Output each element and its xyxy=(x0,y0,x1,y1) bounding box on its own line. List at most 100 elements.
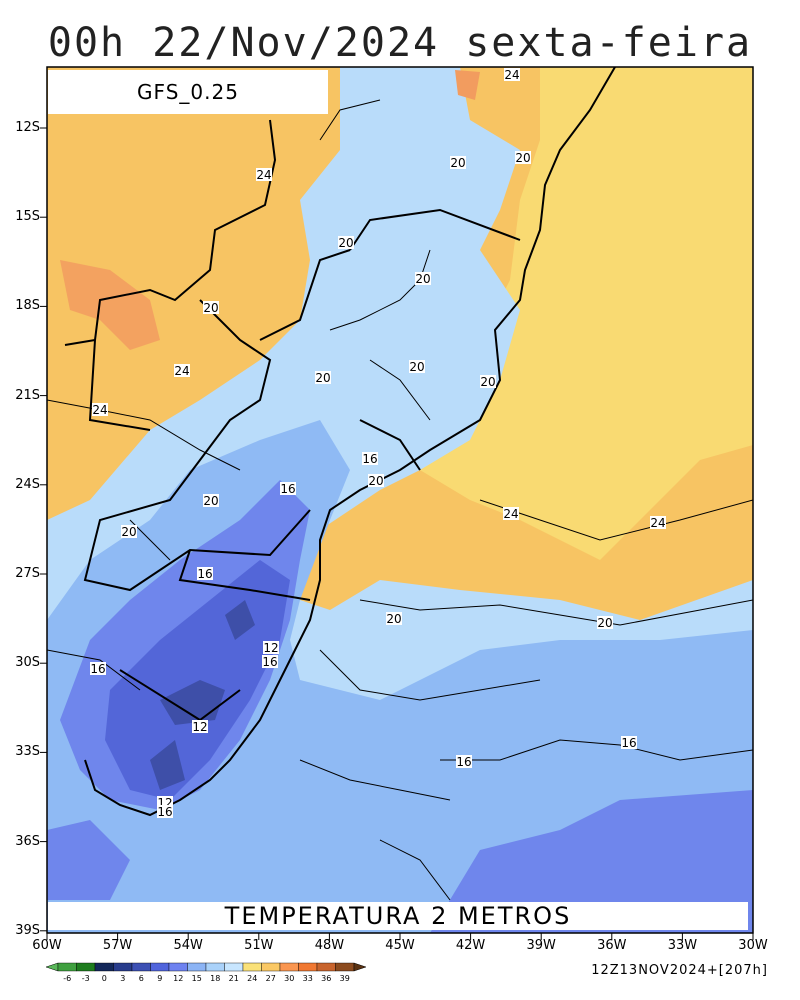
lon-label: 36W xyxy=(597,938,627,953)
hot-area-27-30 xyxy=(60,260,160,350)
contour-label: 24 xyxy=(650,516,666,530)
svg-text:24: 24 xyxy=(650,516,665,530)
contour-label: 24 xyxy=(174,364,190,378)
svg-text:20: 20 xyxy=(203,301,218,315)
colorbar-tick-label: 36 xyxy=(321,974,331,983)
svg-text:12: 12 xyxy=(263,641,278,655)
colorbar-tick-label: 15 xyxy=(192,974,202,983)
colorbar-tick-label: 39 xyxy=(340,974,350,983)
colorbar-segment xyxy=(131,962,151,972)
contour-label: 20 xyxy=(415,272,431,286)
contour-label: 16 xyxy=(456,755,472,769)
colorbar-tick-label: 18 xyxy=(210,974,220,983)
colorbar-segment xyxy=(57,962,77,972)
svg-text:20: 20 xyxy=(409,360,424,374)
contour-label: 24 xyxy=(504,68,520,82)
lat-label: 30S xyxy=(15,655,40,671)
svg-text:20: 20 xyxy=(121,525,136,539)
svg-text:24: 24 xyxy=(503,507,518,521)
hot-area-north xyxy=(455,70,480,100)
contour-label: 16 xyxy=(157,805,173,819)
colorbar-segment xyxy=(316,962,336,972)
contour-labels: 24 20 20 24 20 20 20 24 24 20 20 20 16 16 20 20 20 24 24 16… xyxy=(90,68,666,819)
colorbar-tick-label: 30 xyxy=(284,974,294,983)
colorbar-tick-label: 0 xyxy=(102,974,107,983)
contour-label: 24 xyxy=(92,403,108,417)
colorbar-segment xyxy=(113,962,133,972)
colorbar-segment xyxy=(168,962,188,972)
model-label: GFS_0.25 xyxy=(48,70,328,114)
svg-text:16: 16 xyxy=(157,805,172,819)
coastline xyxy=(84,67,616,817)
colorbar-segment xyxy=(224,962,244,972)
svg-text:16: 16 xyxy=(456,755,471,769)
contour-label: 20 xyxy=(121,525,137,539)
lat-label: 18S xyxy=(15,298,40,314)
colorbar-arrow-left xyxy=(45,962,59,972)
colorbar-tick-label: 6 xyxy=(139,974,144,983)
cold-pocket-3 xyxy=(225,600,255,640)
lat-label: 12S xyxy=(15,120,40,135)
colorbar-segment xyxy=(187,962,207,972)
svg-text:20: 20 xyxy=(315,371,330,385)
contour-label: 20 xyxy=(515,151,531,165)
colorbar-tick-label: -6 xyxy=(63,974,71,983)
svg-text:24: 24 xyxy=(174,364,189,378)
contour-label: 16 xyxy=(90,662,106,676)
colorbar-tick-label: -3 xyxy=(82,974,90,983)
lat-label: 21S xyxy=(15,387,40,403)
svg-text:16: 16 xyxy=(362,452,377,466)
svg-text:20: 20 xyxy=(203,494,218,508)
svg-text:20: 20 xyxy=(450,156,465,170)
lon-label: 39W xyxy=(526,938,556,953)
svg-text:20: 20 xyxy=(480,375,495,389)
contour-label: 16 xyxy=(262,655,278,669)
lon-label: 54W xyxy=(173,938,203,953)
run-info: 12Z13NOV2024+[207h] xyxy=(591,963,768,978)
colorbar-segment xyxy=(261,962,281,972)
contour-label: 20 xyxy=(203,301,219,315)
svg-text:16: 16 xyxy=(197,567,212,581)
lat-label: 33S xyxy=(15,744,40,760)
contour-label: 20 xyxy=(480,375,496,389)
ocean-cool-12-15 xyxy=(430,790,753,933)
lon-label: 30W xyxy=(738,938,768,953)
contour-label: 20 xyxy=(597,616,613,630)
svg-text:20: 20 xyxy=(597,616,612,630)
state-borders xyxy=(64,119,521,722)
lat-label: 24S xyxy=(15,476,40,492)
southwest-cool-12-15 xyxy=(47,820,130,900)
contour-label: 16 xyxy=(362,452,378,466)
contour-label: 24 xyxy=(503,507,519,521)
colorbar-tick-label: 12 xyxy=(173,974,183,983)
lon-label: 42W xyxy=(455,938,486,953)
axis-ticks xyxy=(40,127,754,940)
lat-label: 39S xyxy=(15,922,40,938)
colorbar-segment xyxy=(76,962,96,972)
svg-text:20: 20 xyxy=(368,474,383,488)
map-title: 00h 22/Nov/2024 sexta-feira xyxy=(47,20,753,66)
colorbar-segment xyxy=(335,962,355,972)
svg-text:16: 16 xyxy=(262,655,277,669)
colorbar-tick-label: 33 xyxy=(303,974,313,983)
colorbar-tick-label: 27 xyxy=(266,974,276,983)
lat-label: 27S xyxy=(15,566,40,581)
colorbar-segment xyxy=(94,962,114,972)
colorbar-segment xyxy=(298,962,318,972)
contour-label: 16 xyxy=(621,736,637,750)
colorbar-segment xyxy=(205,962,225,972)
contour-label: 20 xyxy=(409,360,425,374)
svg-text:20: 20 xyxy=(415,272,430,286)
svg-text:12: 12 xyxy=(192,720,207,734)
lon-label: 57W xyxy=(102,938,133,953)
lon-label: 45W xyxy=(385,938,415,953)
cold-pocket-2 xyxy=(150,740,185,790)
contour-label: 20 xyxy=(315,371,331,385)
colorbar-tick-label: 9 xyxy=(157,974,162,983)
lon-label: 60W xyxy=(32,938,62,953)
lon-label: 51W xyxy=(244,938,274,953)
svg-text:24: 24 xyxy=(92,403,107,417)
lon-label: 33W xyxy=(667,938,698,953)
lat-label: 36S xyxy=(15,833,40,849)
